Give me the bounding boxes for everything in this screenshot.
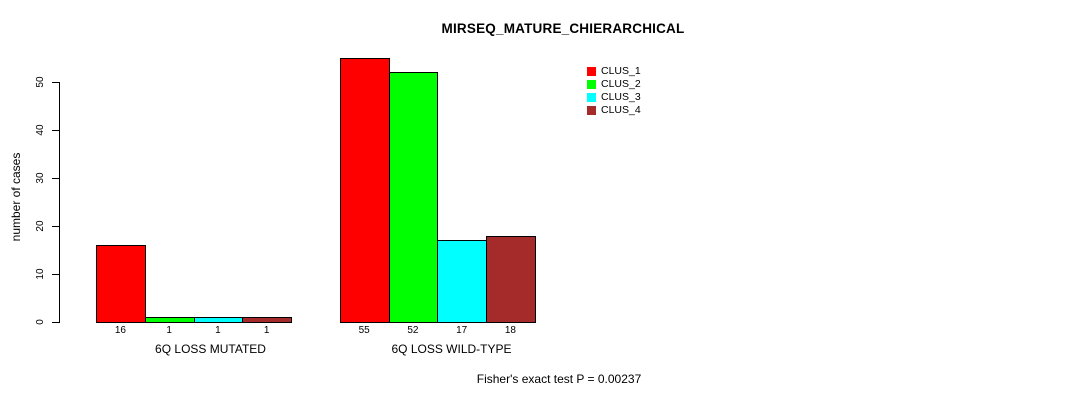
bar-value-label: 1: [215, 325, 221, 336]
annotation-text: Fisher's exact test P = 0.00237: [476, 372, 642, 386]
bar-value-label: 55: [358, 325, 370, 336]
bar-value-label: 18: [504, 325, 516, 336]
y-tick-label: 20: [35, 220, 46, 232]
y-tick-label: 10: [35, 268, 46, 280]
y-axis-tick: [52, 82, 59, 83]
bar-value-label: 16: [114, 325, 126, 336]
y-axis-tick: [52, 226, 59, 227]
legend-item: CLUS_1: [587, 65, 641, 78]
legend-label: CLUS_4: [601, 104, 641, 116]
y-tick-label: 40: [35, 124, 46, 136]
legend-item: CLUS_4: [587, 104, 641, 117]
bar-clus_1-1: [96, 245, 146, 323]
bar-clus_2-1: [144, 317, 195, 323]
legend-label: CLUS_1: [601, 65, 641, 77]
legend-label: CLUS_2: [601, 78, 641, 90]
legend-item: CLUS_3: [587, 91, 641, 104]
bar-clus_4-1: [242, 317, 292, 323]
bar-clus_4-2: [486, 236, 536, 323]
bar-value-label: 1: [166, 325, 172, 336]
y-axis-tick: [52, 130, 59, 131]
y-tick-label: 30: [35, 172, 46, 184]
bar-value-label: 17: [456, 325, 468, 336]
bar-clus_3-2: [437, 240, 487, 323]
bar-clus_2-2: [388, 72, 439, 323]
y-axis-title: number of cases: [9, 152, 23, 242]
bar-clus_1-2: [339, 58, 390, 323]
y-axis-line: [59, 82, 60, 323]
legend-swatch: [587, 67, 596, 76]
chart-title: MIRSEQ_MATURE_CHIERARCHICAL: [441, 21, 685, 36]
y-tick-label: 0: [35, 319, 46, 325]
bar-value-label: 52: [407, 325, 419, 336]
y-tick-label: 50: [35, 76, 46, 88]
legend-item: CLUS_2: [587, 78, 641, 91]
legend-label: CLUS_3: [601, 91, 641, 103]
legend-swatch: [587, 80, 596, 89]
legend-swatch: [587, 93, 596, 102]
y-axis-tick: [52, 274, 59, 275]
legend-swatch: [587, 106, 596, 115]
y-axis-tick: [52, 178, 59, 179]
y-axis-tick: [52, 322, 59, 323]
bar-clus_3-1: [193, 317, 244, 323]
bar-value-label: 1: [263, 325, 270, 336]
category-label: 6Q LOSS WILD-TYPE: [391, 342, 512, 356]
category-label: 6Q LOSS MUTATED: [155, 342, 266, 356]
legend: CLUS_1 CLUS_2 CLUS_3 CLUS_4: [587, 65, 641, 117]
